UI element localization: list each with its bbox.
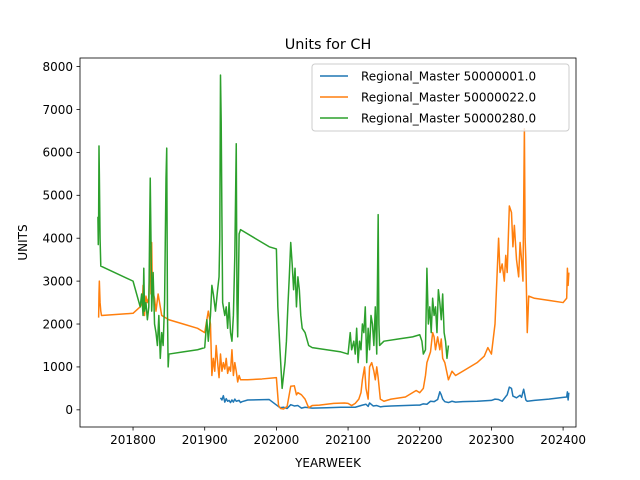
plot-frame: [79, 57, 577, 428]
x-tick-label: 201800: [110, 433, 156, 447]
x-tick-label: 202200: [397, 433, 443, 447]
x-tick-label: 202000: [253, 433, 299, 447]
x-axis: 201800 201900 202000 202100 202200 202300 2024…: [110, 427, 586, 447]
x-tick-label: 202400: [540, 433, 586, 447]
y-tick-label: 1000: [42, 360, 73, 374]
series-line-3: [97, 74, 450, 390]
x-tick-label: 201900: [182, 433, 228, 447]
y-tick-label: 8000: [42, 60, 73, 74]
series-line-2: [97, 128, 570, 410]
x-tick-label: 202300: [469, 433, 515, 447]
legend-label-2: Regional_Master 50000022.0: [361, 91, 536, 105]
y-tick-label: 3000: [42, 274, 73, 288]
series-line-1: [219, 386, 570, 410]
x-axis-title: YEARWEEK: [294, 456, 362, 470]
y-tick-label: 0: [65, 403, 73, 417]
y-tick-label: 6000: [42, 146, 73, 160]
y-tick-label: 2000: [42, 317, 73, 331]
y-tick-label: 7000: [42, 103, 73, 117]
legend: Regional_Master 50000001.0 Regional_Maste…: [311, 63, 570, 132]
y-axis: 0 1000 2000 3000 4000 5000 6000 7000 8000: [42, 60, 80, 417]
y-tick-label: 4000: [42, 232, 73, 246]
y-axis-title: UNITS: [16, 224, 30, 260]
legend-label-1: Regional_Master 50000001.0: [361, 70, 536, 84]
legend-box: [311, 63, 570, 132]
chart-title: Units for CH: [285, 37, 372, 53]
x-tick-label: 202100: [325, 433, 371, 447]
legend-label-3: Regional_Master 50000280.0: [361, 112, 536, 126]
y-tick-label: 5000: [42, 189, 73, 203]
series-layer: [97, 74, 570, 410]
